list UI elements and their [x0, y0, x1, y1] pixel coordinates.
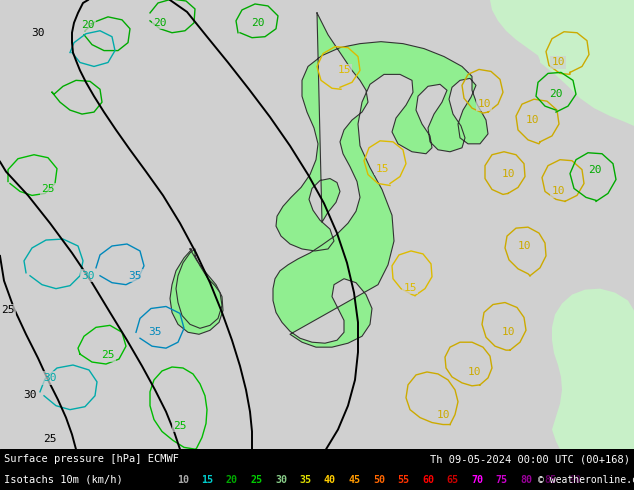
Polygon shape	[552, 289, 634, 449]
Text: 20: 20	[81, 20, 94, 30]
Text: 25: 25	[41, 184, 55, 195]
Text: 25: 25	[173, 420, 187, 431]
Text: 25: 25	[1, 305, 15, 316]
Text: Surface pressure [hPa] ECMWF: Surface pressure [hPa] ECMWF	[4, 455, 179, 465]
Text: 80: 80	[520, 475, 532, 485]
Text: 10: 10	[517, 241, 531, 251]
Text: 75: 75	[496, 475, 507, 485]
Text: 20: 20	[588, 165, 602, 174]
Text: 20: 20	[251, 18, 265, 28]
Text: 30: 30	[23, 390, 37, 400]
Polygon shape	[170, 249, 223, 334]
Text: 10: 10	[525, 115, 539, 125]
Text: 20: 20	[549, 89, 563, 99]
Text: 10: 10	[177, 475, 189, 485]
Polygon shape	[176, 249, 222, 328]
Text: 35: 35	[299, 475, 311, 485]
Text: 90: 90	[569, 475, 581, 485]
Text: 30: 30	[43, 373, 57, 383]
Text: 10: 10	[477, 99, 491, 109]
Text: 10: 10	[501, 169, 515, 178]
Text: © weatheronline.co.uk: © weatheronline.co.uk	[538, 475, 634, 485]
Text: 35: 35	[148, 327, 162, 337]
Text: 25: 25	[101, 350, 115, 360]
Text: 30: 30	[31, 28, 45, 38]
Text: 40: 40	[324, 475, 336, 485]
Polygon shape	[490, 0, 634, 126]
Text: 20: 20	[226, 475, 238, 485]
Text: 50: 50	[373, 475, 385, 485]
Text: 70: 70	[471, 475, 483, 485]
Text: 10: 10	[467, 367, 481, 377]
Text: 10: 10	[501, 327, 515, 337]
Text: 45: 45	[349, 475, 361, 485]
Text: 15: 15	[337, 66, 351, 75]
Text: 25: 25	[43, 435, 57, 444]
Text: 60: 60	[422, 475, 434, 485]
Text: 30: 30	[81, 271, 94, 281]
Text: 15: 15	[202, 475, 214, 485]
Text: Isotachs 10m (km/h): Isotachs 10m (km/h)	[4, 475, 123, 485]
Text: 10: 10	[436, 410, 450, 419]
Text: 15: 15	[403, 283, 417, 293]
Polygon shape	[273, 13, 488, 347]
Text: Th 09-05-2024 00:00 UTC (00+168): Th 09-05-2024 00:00 UTC (00+168)	[430, 455, 630, 465]
Text: 15: 15	[375, 164, 389, 173]
Text: 10: 10	[551, 57, 565, 68]
Text: 20: 20	[153, 18, 167, 28]
Text: 25: 25	[250, 475, 262, 485]
Text: 85: 85	[545, 475, 557, 485]
Text: 35: 35	[128, 271, 142, 281]
Text: 55: 55	[398, 475, 410, 485]
Text: 65: 65	[446, 475, 458, 485]
Text: 30: 30	[275, 475, 287, 485]
Text: 10: 10	[551, 186, 565, 196]
